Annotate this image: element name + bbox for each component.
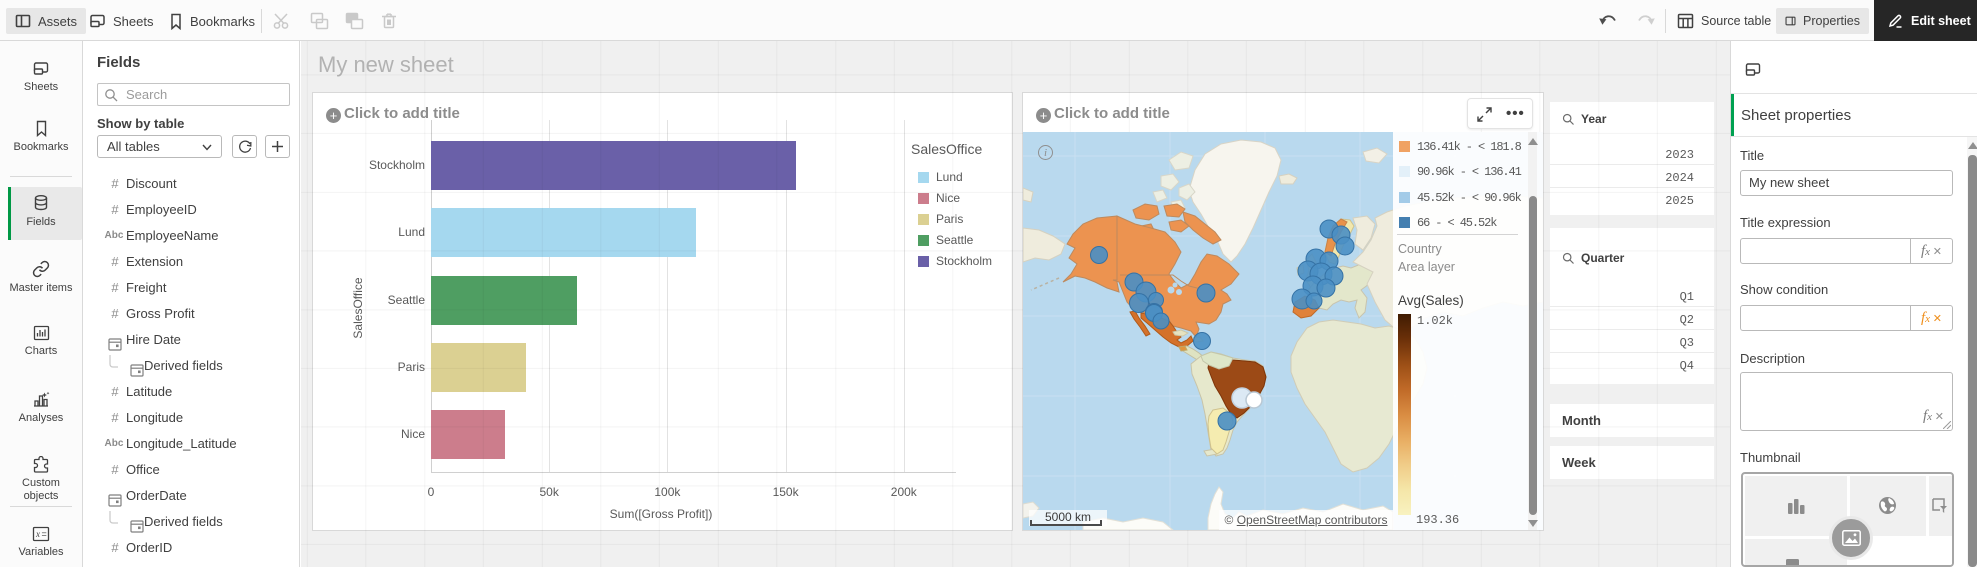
svg-text:=: = <box>42 529 47 539</box>
svg-text:x: x <box>35 529 40 539</box>
